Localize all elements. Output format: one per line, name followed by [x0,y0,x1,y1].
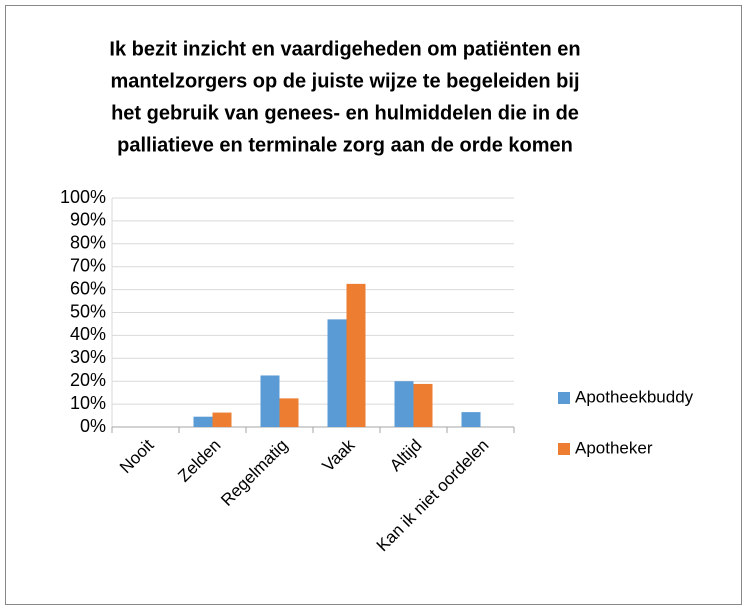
bar [394,381,414,427]
chart-title: Ik bezit inzicht en vaardigeheden om pat… [109,38,580,60]
y-tick-label: 70% [70,255,106,275]
chart-title: het gebruik van genees- en hulmiddelen d… [111,102,579,124]
y-tick-label: 20% [70,370,106,390]
y-tick-label: 60% [70,278,106,298]
chart-border [5,5,742,605]
legend-swatch [558,392,570,404]
bar [279,398,299,427]
legend-swatch [558,443,570,455]
y-tick-label: 10% [70,393,106,413]
y-tick-label: 40% [70,324,106,344]
bar [212,412,232,427]
legend-label: Apotheker [575,438,653,457]
y-tick-label: 30% [70,347,106,367]
y-tick-label: 50% [70,301,106,321]
bar [413,383,433,427]
y-tick-label: 100% [60,187,106,207]
chart-title: mantelzorgers op de juiste wijze te bege… [111,70,580,92]
bar [461,412,481,427]
chart-title: palliatieve en terminale zorg aan de ord… [117,134,573,156]
bar [346,283,366,427]
y-tick-label: 0% [80,416,106,436]
y-tick-label: 90% [70,210,106,230]
bar [193,416,213,427]
bar [327,319,347,427]
bar [260,375,280,427]
legend-label: Apotheekbuddy [575,387,694,406]
y-tick-label: 80% [70,233,106,253]
